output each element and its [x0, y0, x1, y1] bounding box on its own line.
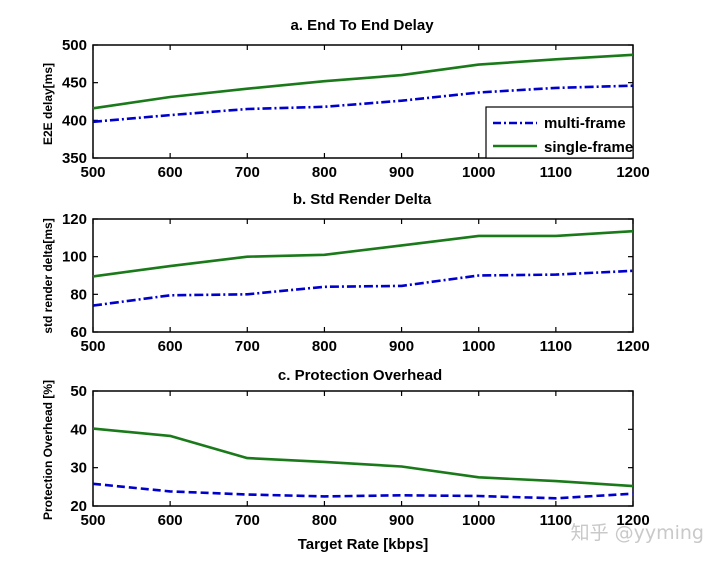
x-tick-label: 800: [312, 512, 337, 529]
y-ticks: 350 400 450 500: [62, 37, 633, 167]
series-layer: [92, 229, 634, 307]
series-layer: [92, 53, 634, 124]
y-tick-label: 60: [70, 324, 87, 341]
panel-end-to-end-delay: a. End To End Delay E2E delay[ms] 350 400…: [41, 17, 650, 181]
x-tick-label: 1100: [540, 338, 573, 355]
x-tick-label: 500: [80, 512, 105, 529]
legend: multi-frame single-frame: [485, 106, 634, 159]
x-tick-label: 500: [80, 338, 105, 355]
series-line-multi-frame: [92, 84, 634, 124]
x-tick-label: 1000: [462, 338, 495, 355]
x-tick-label: 1100: [540, 512, 573, 529]
y-axis-label: E2E delay[ms]: [41, 63, 55, 145]
x-tick-label: 800: [312, 338, 337, 355]
y-tick-label: 400: [62, 112, 87, 129]
x-tick-label: 700: [235, 512, 260, 529]
panel-std-render-delta: b. Std Render Delta std render delta[ms]…: [41, 191, 650, 355]
y-tick-label: 80: [70, 286, 87, 303]
x-ticks: 500 600 700 800 900 1000 1100 1200: [80, 219, 650, 355]
x-tick-label: 1200: [616, 164, 649, 181]
y-axis-label: Protection Overhead [%]: [41, 380, 55, 520]
plot-frame: [92, 390, 634, 507]
x-tick-label: 600: [158, 512, 183, 529]
watermark: 知乎 @yyming: [571, 522, 704, 544]
x-ticks: 500 600 700 800 900 1000 1100 1200: [80, 391, 650, 529]
x-tick-label: 600: [158, 164, 183, 181]
x-tick-label: 1200: [616, 512, 649, 529]
x-tick-label: 900: [389, 164, 414, 181]
y-ticks: 20 30 40 50: [70, 383, 633, 515]
x-tick-label: 500: [80, 164, 105, 181]
y-tick-label: 30: [70, 460, 87, 477]
series-line-multi-frame: [92, 269, 634, 307]
x-tick-label: 800: [312, 164, 337, 181]
y-tick-label: 100: [62, 249, 87, 266]
x-tick-label: 900: [389, 512, 414, 529]
y-tick-label: 450: [62, 75, 87, 92]
x-axis-label: Target Rate [kbps]: [298, 536, 429, 553]
y-tick-label: 350: [62, 150, 87, 167]
x-tick-label: 1100: [540, 164, 573, 181]
panel-title: c. Protection Overhead: [278, 367, 442, 384]
x-tick-label: 1200: [616, 338, 649, 355]
x-tick-label: 1000: [462, 512, 495, 529]
y-tick-label: 500: [62, 37, 87, 54]
y-tick-label: 50: [70, 383, 87, 400]
plot-frame: [92, 44, 634, 159]
series-line-single-frame: [92, 53, 634, 110]
series-line-multi-frame: [92, 482, 634, 500]
x-tick-label: 600: [158, 338, 183, 355]
legend-box: [485, 106, 634, 159]
y-tick-label: 20: [70, 498, 87, 515]
x-ticks: 500 600 700 800 900 1000 1100 1200: [80, 45, 650, 181]
series-layer: [92, 427, 634, 500]
legend-label-single-frame: single-frame: [544, 139, 633, 156]
x-tick-label: 700: [235, 338, 260, 355]
x-tick-label: 900: [389, 338, 414, 355]
y-tick-label: 120: [62, 211, 87, 228]
y-tick-label: 40: [70, 421, 87, 438]
y-axis-label: std render delta[ms]: [41, 218, 55, 333]
legend-label-multi-frame: multi-frame: [544, 115, 626, 132]
panel-protection-overhead: c. Protection Overhead Protection Overhe…: [41, 367, 650, 553]
panel-title: a. End To End Delay: [290, 17, 434, 34]
panel-title: b. Std Render Delta: [293, 191, 432, 208]
series-line-single-frame: [92, 427, 634, 488]
x-tick-label: 700: [235, 164, 260, 181]
series-line-single-frame: [92, 229, 634, 278]
x-tick-label: 1000: [462, 164, 495, 181]
y-ticks: 60 80 100 120: [62, 211, 633, 341]
